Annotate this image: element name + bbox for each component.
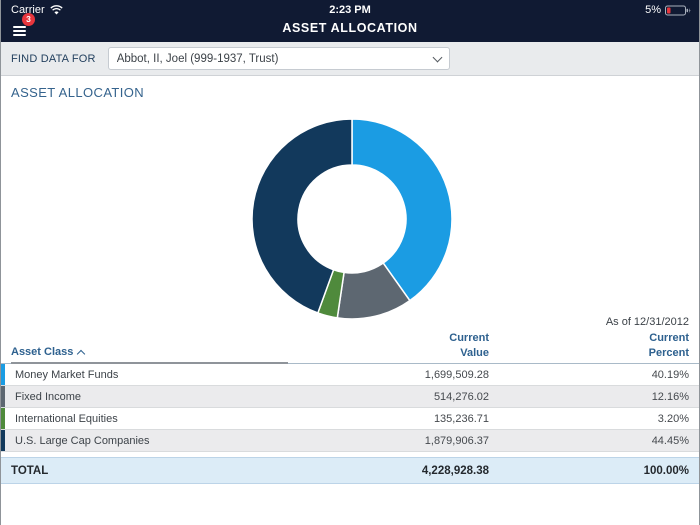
current-percent-cell: 12.16%: [651, 390, 689, 403]
donut-segment-u-s-large-cap-companies: [251, 118, 353, 314]
hamburger-icon: [13, 26, 26, 36]
asset-class-cell: U.S. Large Cap Companies: [15, 434, 150, 447]
total-current-percent: 100.00%: [643, 464, 689, 477]
account-select-value: Abbot, II, Joel (999-1937, Trust): [116, 52, 279, 65]
asset-class-cell: Money Market Funds: [15, 368, 119, 381]
asset-color-stripe: [1, 408, 5, 429]
battery-icon: [665, 5, 691, 16]
table-body: Money Market Funds 1,699,509.28 40.19% Fixe…: [1, 364, 699, 452]
as-of-label: As of 12/31/2012: [605, 316, 689, 328]
table-header-row: Asset Class Current Value Current Percen…: [1, 332, 699, 364]
status-bar: Carrier 2:23 PM 5%: [1, 0, 699, 20]
account-select[interactable]: Abbot, II, Joel (999-1937, Trust): [107, 47, 450, 70]
donut-segment-money-market-funds: [351, 118, 453, 302]
donut-chart: [247, 114, 457, 324]
current-value-cell: 135,236.71: [433, 412, 489, 425]
current-percent-cell: 44.45%: [651, 434, 689, 447]
asset-allocation-table: Asset Class Current Value Current Percen…: [1, 332, 699, 484]
table-row: International Equities 135,236.71 3.20%: [1, 408, 699, 430]
notification-badge: 3: [22, 13, 35, 26]
total-current-value: 4,228,928.38: [421, 464, 489, 477]
asset-class-cell: International Equities: [15, 412, 118, 425]
total-row: TOTAL 4,228,928.38 100.00%: [1, 457, 699, 484]
nav-bar: ASSET ALLOCATION 3: [1, 13, 699, 42]
current-value-cell: 1,699,509.28: [424, 368, 489, 381]
find-data-label: FIND DATA FOR: [11, 52, 96, 65]
current-percent-cell: 40.19%: [651, 368, 689, 381]
wifi-icon: [49, 5, 63, 15]
asset-class-header-label: Asset Class: [11, 346, 74, 358]
status-time: 2:23 PM: [329, 4, 371, 16]
current-value-cell: 1,879,906.37: [424, 434, 489, 447]
asset-color-stripe: [1, 430, 5, 451]
asset-color-stripe: [1, 364, 5, 385]
top-bar: Carrier 2:23 PM 5%: [1, 0, 699, 42]
find-data-bar: FIND DATA FOR Abbot, II, Joel (999-1937,…: [1, 42, 699, 76]
table-row: Money Market Funds 1,699,509.28 40.19%: [1, 364, 699, 386]
column-header-asset-class[interactable]: Asset Class: [11, 346, 288, 364]
section-title: ASSET ALLOCATION: [11, 85, 145, 100]
table-row: U.S. Large Cap Companies 1,879,906.37 44.4…: [1, 430, 699, 452]
chevron-down-icon: [432, 52, 443, 62]
asset-color-stripe: [1, 386, 5, 407]
page-title: ASSET ALLOCATION: [282, 21, 418, 35]
menu-button[interactable]: 3: [13, 13, 35, 40]
asset-class-cell: Fixed Income: [15, 390, 82, 403]
carrier-label: Carrier: [11, 4, 45, 16]
table-row: Fixed Income 514,276.02 12.16%: [1, 386, 699, 408]
current-value-cell: 514,276.02: [433, 390, 489, 403]
total-label: TOTAL: [11, 464, 49, 477]
sort-ascending-icon: [77, 349, 86, 358]
column-header-current-percent: Current Percent: [648, 332, 689, 359]
current-percent-cell: 3.20%: [657, 412, 689, 425]
battery-percent-label: 5%: [645, 4, 661, 16]
column-header-current-value: Current Value: [449, 332, 489, 359]
